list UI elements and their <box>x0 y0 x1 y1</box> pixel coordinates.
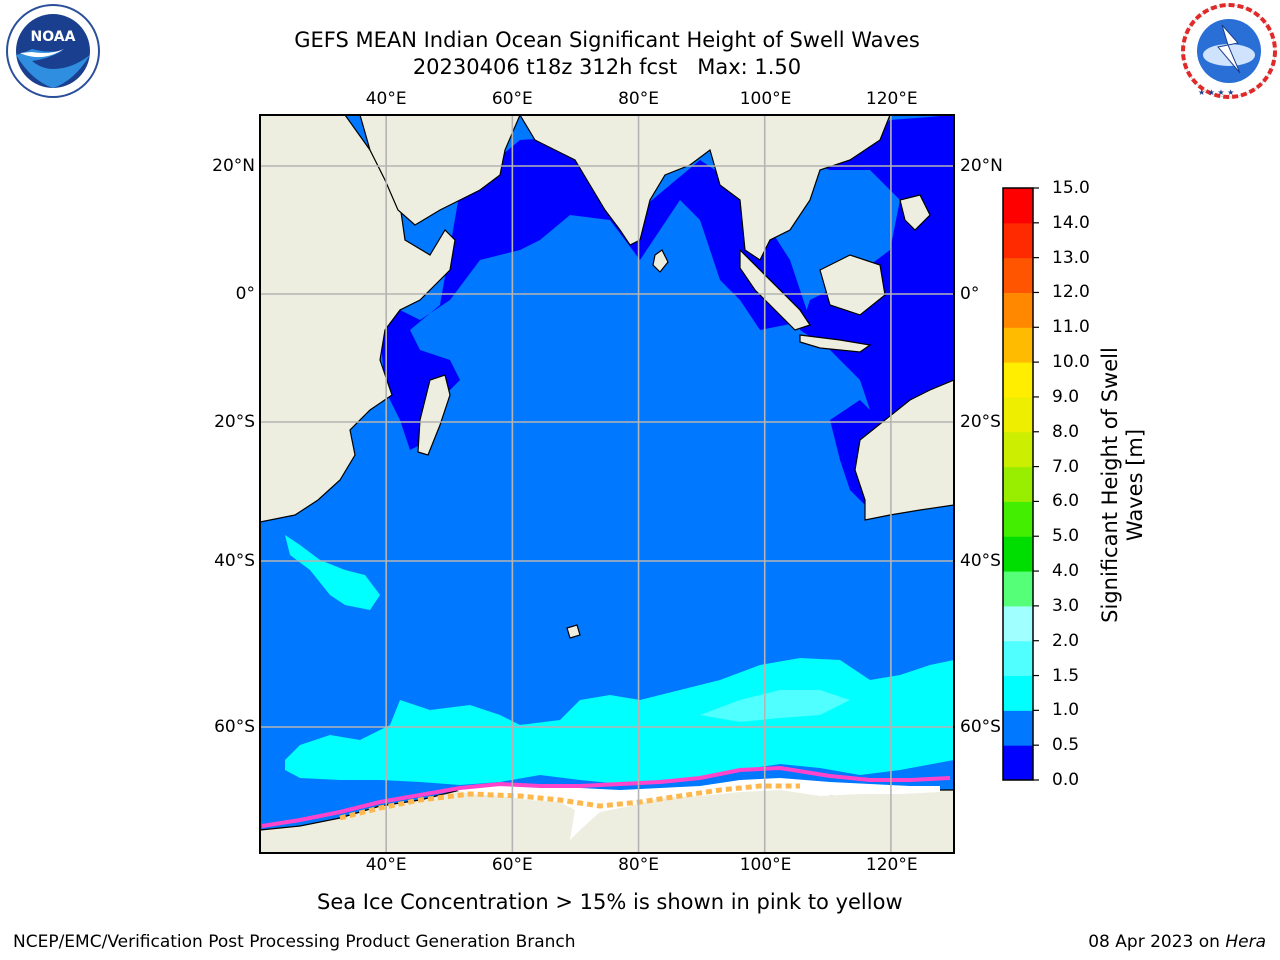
colorbar-frame <box>1002 187 1034 781</box>
sea-ice-zone <box>455 778 940 840</box>
colorbar-segment <box>1003 710 1033 746</box>
swell-band-1to1p5 <box>285 658 954 785</box>
colorbar-tick-label: 10.0 <box>1052 352 1090 373</box>
svg-text:★ ★ ★ ★: ★ ★ ★ ★ <box>1198 88 1234 97</box>
lon-tick-label-top: 120°E <box>865 89 918 109</box>
colorbar-tick-label: 0.0 <box>1052 770 1080 790</box>
noaa-logo-text: NOAA <box>31 29 76 45</box>
colorbar-segment <box>1003 501 1033 537</box>
colorbar-tick-label: 14.0 <box>1052 212 1090 233</box>
colorbar-segment <box>1003 466 1033 502</box>
low-swell-region <box>380 135 810 450</box>
swell-band-1to1p5 <box>700 690 850 722</box>
colorbar-segment <box>1003 675 1033 711</box>
colorbar-tick-label: 6.0 <box>1052 491 1080 512</box>
lat-tick-label-right: 20°N <box>960 156 1003 176</box>
land-philippines <box>899 194 931 231</box>
land-borneo <box>819 254 886 316</box>
sea-ice-inner <box>339 783 800 821</box>
lon-tick-label-bottom: 60°E <box>491 855 533 875</box>
swell-band-1to1p5 <box>285 535 380 610</box>
land-arabia <box>359 115 521 226</box>
noaa-logo: NOAA <box>2 3 104 99</box>
map-area <box>260 115 954 853</box>
colorbar-segment <box>1003 292 1033 328</box>
colorbar-tick-label: 3.0 <box>1052 595 1080 616</box>
lon-tick-label-top: 100°E <box>739 89 792 109</box>
colorbar-segment <box>1003 396 1033 433</box>
lon-tick-label-bottom: 40°E <box>365 855 407 875</box>
nws-logo: ★ ★ ★ ★ <box>1178 3 1280 99</box>
colorbar-tick-label: 2.0 <box>1052 630 1080 651</box>
land <box>260 115 954 853</box>
footer-date-text: 08 Apr 2023 on <box>1088 932 1220 952</box>
map-gridlines <box>260 115 954 853</box>
footer-branch: NCEP/EMC/Verification Post Processing Pr… <box>13 932 576 952</box>
colorbar-tick-label: 9.0 <box>1052 386 1080 407</box>
land-australia <box>854 379 954 521</box>
colorbar-tick-label: 4.0 <box>1052 561 1080 582</box>
map-frame <box>259 114 955 854</box>
lat-tick-label-left: 0° <box>235 284 255 304</box>
colorbar-segment <box>1003 745 1033 781</box>
land-sri-lanka <box>652 249 669 273</box>
lat-tick-label-left: 20°S <box>214 412 255 432</box>
sea-ice-edge <box>261 765 951 828</box>
colorbar-label: Significant Height of Swell Waves [m] <box>1098 347 1147 623</box>
lon-tick-label-bottom: 80°E <box>618 855 659 875</box>
footer-date: 08 Apr 2023 on Hera <box>1088 932 1266 952</box>
colorbar-tick-label: 1.5 <box>1052 665 1080 686</box>
lon-tick-label-top: 80°E <box>618 89 659 109</box>
lat-tick-label-right: 60°S <box>960 717 1001 737</box>
colorbar-tick-label: 13.0 <box>1052 247 1090 268</box>
lat-tick-label-left: 40°S <box>214 551 255 571</box>
land-java <box>799 334 872 353</box>
lat-tick-label-right: 0° <box>960 284 980 304</box>
colorbar-segment <box>1003 188 1033 224</box>
land-madagascar <box>417 374 451 456</box>
footer-host: Hera <box>1225 932 1266 952</box>
colorbar <box>1003 187 1039 781</box>
colorbar-tick-label: 8.0 <box>1052 421 1080 442</box>
lon-tick-label-top: 60°E <box>491 89 533 109</box>
colorbar-tick-label: 11.0 <box>1052 317 1090 338</box>
colorbar-tick-label: 1.0 <box>1052 700 1080 721</box>
colorbar-segment <box>1003 257 1033 293</box>
colorbar-segment <box>1003 640 1033 677</box>
colorbar-tick-label: 5.0 <box>1052 526 1080 547</box>
land-kerguelen <box>566 624 581 639</box>
map-subtitle: 20230406 t18z 312h fcst Max: 1.50 <box>412 55 802 79</box>
colorbar-segment <box>1003 571 1033 607</box>
lon-tick-label-bottom: 100°E <box>739 855 792 875</box>
colorbar-segment <box>1003 605 1033 642</box>
lon-tick-label-top: 40°E <box>365 89 407 109</box>
colorbar-tick-label: 15.0 <box>1052 178 1090 198</box>
sea-ice-caption: Sea Ice Concentration > 15% is shown in … <box>317 890 903 914</box>
land-africa <box>260 115 456 523</box>
colorbar-tick-label: 7.0 <box>1052 456 1080 477</box>
lat-tick-label-right: 20°S <box>960 412 1001 432</box>
colorbar-segment <box>1003 362 1033 398</box>
land-sumatra <box>739 248 811 331</box>
colorbar-segment <box>1003 431 1033 468</box>
colorbar-tick-label: 0.5 <box>1052 735 1080 756</box>
lon-tick-label-bottom: 120°E <box>865 855 918 875</box>
lat-tick-label-left: 20°N <box>212 156 255 176</box>
map-title: GEFS MEAN Indian Ocean Significant Heigh… <box>294 28 920 52</box>
colorbar-segment <box>1003 536 1033 572</box>
colorbar-segment <box>1003 222 1033 259</box>
colorbar-segment <box>1003 327 1033 363</box>
colorbar-tick-label: 12.0 <box>1052 282 1090 303</box>
land-india-asia <box>519 115 891 261</box>
lat-tick-label-left: 60°S <box>214 717 255 737</box>
lat-tick-label-right: 40°S <box>960 551 1001 571</box>
